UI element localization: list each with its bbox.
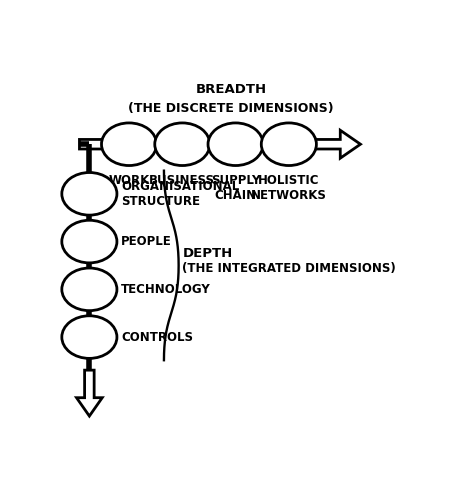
Text: DEPTH: DEPTH	[182, 247, 233, 260]
Text: (THE DISCRETE DIMENSIONS): (THE DISCRETE DIMENSIONS)	[128, 102, 334, 115]
Ellipse shape	[62, 316, 117, 359]
Ellipse shape	[62, 220, 117, 263]
Text: (THE INTEGRATED DIMENSIONS): (THE INTEGRATED DIMENSIONS)	[182, 262, 396, 275]
Text: BREADTH: BREADTH	[195, 83, 266, 96]
Ellipse shape	[155, 123, 210, 165]
Text: PEOPLE: PEOPLE	[121, 235, 172, 248]
Text: BUSINESS: BUSINESS	[149, 174, 215, 187]
Polygon shape	[76, 370, 102, 416]
Text: ORGANISATIONAL
STRUCTURE: ORGANISATIONAL STRUCTURE	[121, 180, 239, 208]
Text: SUPPLY
CHAIN: SUPPLY CHAIN	[211, 174, 260, 201]
Ellipse shape	[101, 123, 156, 165]
Ellipse shape	[261, 123, 316, 165]
Polygon shape	[80, 130, 360, 158]
Text: TECHNOLOGY: TECHNOLOGY	[121, 283, 211, 296]
Ellipse shape	[208, 123, 263, 165]
Text: CONTROLS: CONTROLS	[121, 331, 193, 344]
Text: WORK: WORK	[109, 174, 150, 187]
Text: HOLISTIC
NETWORKS: HOLISTIC NETWORKS	[251, 174, 327, 201]
Ellipse shape	[62, 173, 117, 215]
Ellipse shape	[62, 268, 117, 310]
